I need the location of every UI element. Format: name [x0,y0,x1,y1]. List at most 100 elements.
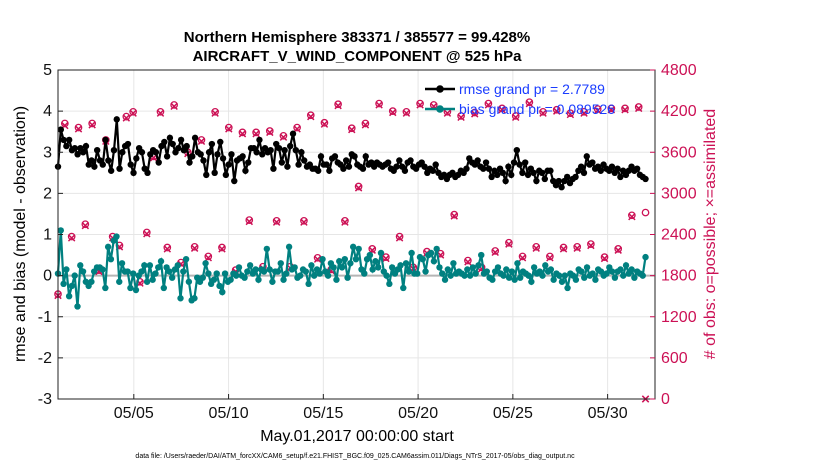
obs-assimilated-marker [307,112,315,121]
rmse-point [488,173,495,181]
rmse-series [54,116,649,191]
x-tick-label: 05/10 [209,405,249,422]
obs-possible-marker [505,238,513,247]
bias-point [65,292,73,300]
bias-point [441,276,449,283]
obs-assimilated-marker [354,184,363,192]
bias-point [333,276,340,283]
obs-possible-marker [224,123,233,132]
obs-possible-marker [272,216,281,225]
bias-point [525,272,532,279]
obs-assimilated-marker [122,114,131,122]
obs-assimilated-marker [566,110,575,119]
rmse-point [93,146,101,154]
bias-point [511,276,518,283]
obs-possible-marker [142,228,151,237]
obs-assimilated-marker [218,245,226,253]
bias-point [564,284,571,292]
obs-assimilated-marker [518,254,527,262]
rmse-point [107,167,115,174]
obs-possible-marker [204,252,213,261]
y-left-tick-label: -1 [38,309,52,326]
bias-point [60,280,67,288]
obs-possible-marker [211,107,219,116]
y-left-label: rmse and bias (model - observation) [12,106,29,362]
obs-possible-marker [580,107,588,116]
bias-point [310,272,318,279]
obs-possible-marker [279,131,288,140]
obs-assimilated-marker [375,101,383,109]
rmse-point [133,155,140,162]
obs-possible-marker [67,232,76,241]
obs-assimilated-marker [313,255,322,263]
obs-possible-marker [300,216,308,225]
obs-assimilated-marker [498,106,506,114]
bias-point [68,282,76,290]
obs-possible-marker [81,220,90,229]
rmse-point [166,134,174,142]
rmse-point [191,134,199,142]
bias-point [155,264,162,271]
obs-assimilated-marker [300,218,308,226]
obs-possible-marker [552,105,561,114]
obs-possible-marker [361,119,370,128]
rmse-point [384,159,392,166]
bias-point [444,266,452,273]
obs-possible-marker [566,109,575,118]
rmse-point [200,157,207,164]
bias-point [99,266,106,273]
rmse-point [231,177,238,185]
bias-point [386,280,393,288]
bias-point [219,288,226,296]
bias-point [191,295,198,302]
obs-assimilated-marker [211,109,219,117]
rmse-point [547,167,554,174]
bias-point [277,260,284,267]
bias-point [561,272,568,279]
y-right-tick-label: 4800 [661,62,697,79]
rmse-point [203,171,210,179]
bias-point [628,266,635,273]
bias-point [388,264,396,271]
rmse-point [267,146,274,154]
obs-possible-marker [170,101,178,109]
bias-point [349,243,357,251]
rmse-point [152,149,160,156]
bias-point [319,255,326,263]
obs-assimilated-marker [471,110,479,118]
obs-assimilated-marker [634,104,643,113]
obs-possible-marker [368,245,377,253]
obs-possible-marker [190,242,199,251]
bias-point [375,264,382,271]
obs-assimilated-marker [607,106,616,114]
y-left-tick-label: 5 [43,62,52,79]
rmse-point [340,165,347,172]
bias-point [235,264,243,271]
rmse-point [516,161,523,168]
rmse-point [463,165,470,172]
rmse-point [127,161,134,168]
bias-point [104,243,112,251]
obs-possible-marker [388,107,397,115]
rmse-point [60,136,67,144]
rmse-point [161,138,168,146]
y-right-label: # of obs: o=possible; ×=assimilated [702,109,719,359]
bias-point [578,268,585,275]
bias-point [461,272,468,279]
rmse-point [284,163,291,170]
bias-point [330,264,337,271]
rmse-point [362,153,369,160]
bias-point [372,258,379,265]
rmse-point [225,161,232,168]
obs-assimilated-marker [614,246,622,254]
bias-point [478,251,485,259]
bias-line [56,230,647,307]
bias-point [400,284,407,292]
bias-point [572,276,580,283]
bias-point [611,274,619,281]
legend-rmse-marker [436,85,444,93]
obs-assimilated-marker [532,244,540,252]
bias-point [547,266,555,273]
rmse-point [519,169,526,177]
rmse-point [177,136,185,144]
